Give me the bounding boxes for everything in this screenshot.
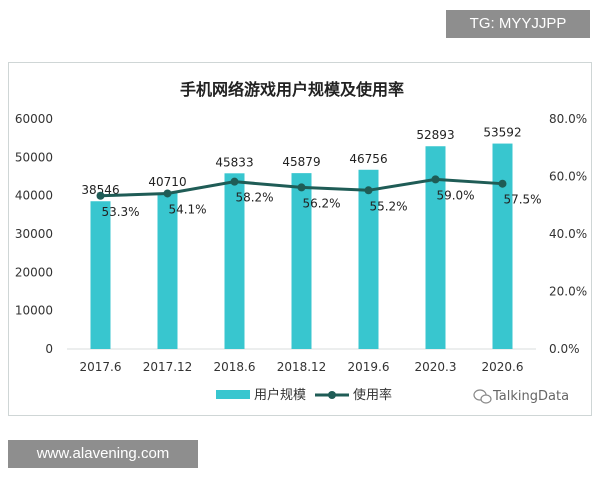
- left-axis-tick-label: 0: [45, 342, 53, 356]
- line-point: [297, 183, 306, 192]
- line-data-label: 53.3%: [101, 205, 139, 219]
- line-data-label: 54.1%: [168, 202, 206, 216]
- wechat-icon: [473, 389, 492, 404]
- bar: [224, 173, 245, 349]
- chart-title: 手机网络游戏用户规模及使用率: [180, 80, 404, 99]
- right-axis-tick-label: 20.0%: [549, 285, 587, 299]
- bar-labels: 38546 40710 45833 45879 46756 52893 53592: [81, 126, 521, 198]
- legend-bar-label: 用户规模: [254, 387, 306, 403]
- bar: [90, 201, 111, 349]
- line-point: [364, 186, 373, 195]
- bar-data-label: 40710: [148, 175, 186, 189]
- bar-data-label: 52893: [416, 128, 454, 142]
- line-data-label: 55.2%: [369, 199, 407, 213]
- legend-line-label: 使用率: [353, 387, 392, 403]
- left-axis-tick-label: 40000: [15, 189, 53, 203]
- right-axis-tick-label: 80.0%: [549, 112, 587, 126]
- line-point: [163, 189, 172, 198]
- watermark-top: TG: MYYJJPP: [446, 10, 590, 38]
- legend-bar-swatch: [216, 390, 250, 399]
- legend-line-marker: [328, 391, 336, 399]
- line-data-label: 59.0%: [436, 188, 474, 202]
- x-axis-tick-label: 2018.12: [277, 360, 327, 374]
- x-axis-tick-label: 2017.12: [143, 360, 193, 374]
- left-axis-tick-label: 60000: [15, 112, 53, 126]
- bar-data-label: 53592: [483, 126, 521, 140]
- source-logo-text: TalkingData: [492, 389, 569, 404]
- x-axis-tick-label: 2018.6: [214, 360, 256, 374]
- chart: 手机网络游戏用户规模及使用率 0 10000 20000 30000 40000 5000…: [15, 80, 587, 404]
- bar-data-label: 38546: [81, 183, 119, 197]
- bar-data-label: 45879: [282, 155, 320, 169]
- bar: [157, 192, 178, 349]
- line-data-label: 58.2%: [235, 191, 273, 205]
- bar-data-label: 45833: [215, 155, 253, 169]
- line-data-label: 57.5%: [503, 193, 541, 207]
- bar-series: [90, 143, 513, 349]
- left-axis-tick-label: 30000: [15, 227, 53, 241]
- bar: [291, 173, 312, 349]
- left-axis-ticks: 0 10000 20000 30000 40000 50000 60000: [15, 112, 53, 356]
- left-axis-tick-label: 10000: [15, 304, 53, 318]
- watermark-bottom: www.alavening.com: [8, 440, 198, 468]
- x-axis-tick-label: 2020.6: [482, 360, 524, 374]
- bar-data-label: 46756: [349, 152, 387, 166]
- bar: [358, 169, 379, 349]
- line-series: [96, 175, 507, 200]
- left-axis-tick-label: 20000: [15, 265, 53, 279]
- right-axis-ticks: 0.0% 20.0% 40.0% 60.0% 80.0%: [549, 112, 587, 356]
- line-point: [230, 177, 239, 186]
- x-axis-tick-label: 2019.6: [348, 360, 390, 374]
- left-axis-tick-label: 50000: [15, 150, 53, 164]
- x-axis-tick-label: 2020.3: [415, 360, 457, 374]
- right-axis-tick-label: 0.0%: [549, 342, 580, 356]
- x-axis-ticks: 2017.6 2017.12 2018.6 2018.12 2019.6 2020.3 20…: [80, 360, 524, 374]
- chart-frame: 手机网络游戏用户规模及使用率 0 10000 20000 30000 40000 5000…: [8, 62, 592, 416]
- line-point: [498, 179, 507, 188]
- right-axis-tick-label: 40.0%: [549, 227, 587, 241]
- source-logo: TalkingData: [473, 389, 569, 404]
- legend: 用户规模 使用率: [216, 387, 392, 403]
- line-point: [431, 175, 440, 184]
- bar: [492, 143, 513, 349]
- bar: [425, 146, 446, 349]
- line-data-label: 56.2%: [302, 196, 340, 210]
- line-labels: 53.3% 54.1% 58.2% 56.2% 55.2% 59.0% 57.5%: [101, 188, 541, 218]
- x-axis-tick-label: 2017.6: [80, 360, 122, 374]
- right-axis-tick-label: 60.0%: [549, 170, 587, 184]
- line-point: [96, 191, 105, 200]
